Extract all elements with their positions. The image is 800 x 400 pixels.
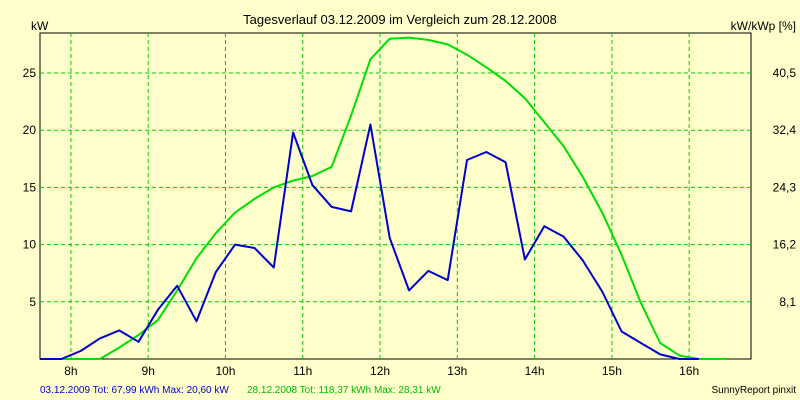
- series-layer: [40, 36, 728, 360]
- x-tick-label: 15h: [602, 364, 622, 378]
- y2-tick-label: 40,5: [773, 66, 797, 80]
- y-tick-label: 20: [23, 123, 37, 137]
- y-axis-label-left: kW: [31, 19, 49, 33]
- footer-credit: SunnyReport pinxit: [712, 385, 797, 396]
- x-tick-label: 14h: [525, 364, 545, 378]
- x-tick-label: 12h: [370, 364, 390, 378]
- x-tick-label: 11h: [293, 364, 312, 378]
- x-tick-label: 13h: [447, 364, 467, 378]
- y-axis-label-right: kW/kWp [%]: [731, 19, 796, 33]
- y-tick-label: 25: [23, 66, 37, 80]
- x-tick-label: 9h: [142, 364, 155, 378]
- y2-tick-label: 16,2: [773, 238, 797, 252]
- x-tick-label: 8h: [64, 364, 77, 378]
- y2-tick-label: 32,4: [773, 123, 797, 137]
- footer-series-1: 03.12.2009 Tot: 67,99 kWh Max: 20,60 kW: [40, 385, 229, 396]
- chart-title: Tagesverlauf 03.12.2009 im Vergleich zum…: [243, 12, 557, 27]
- x-tick-labels: 8h 9h 10h 11h 12h 13h 14h 15h 16h: [64, 364, 699, 378]
- y-tick-label: 5: [29, 295, 36, 309]
- y-tick-labels: 5 10 15 20 25: [23, 66, 37, 309]
- plot-area: [39, 32, 752, 360]
- series-line-1: [40, 123, 699, 360]
- y2-tick-label: 24,3: [773, 180, 797, 194]
- footer-series-2: 28.12.2008 Tot: 118,37 kWh Max: 28,31 kW: [247, 385, 441, 396]
- x-tick-label: 10h: [215, 364, 235, 378]
- y2-tick-labels: 8,1 16,2 24,3 32,4 40,5: [773, 66, 797, 309]
- grid: [40, 33, 751, 359]
- y-tick-label: 10: [23, 238, 37, 252]
- series-line-2: [40, 36, 728, 360]
- y-tick-label: 15: [23, 180, 37, 194]
- x-tick-label: 16h: [679, 364, 699, 378]
- y2-tick-label: 8,1: [779, 295, 796, 309]
